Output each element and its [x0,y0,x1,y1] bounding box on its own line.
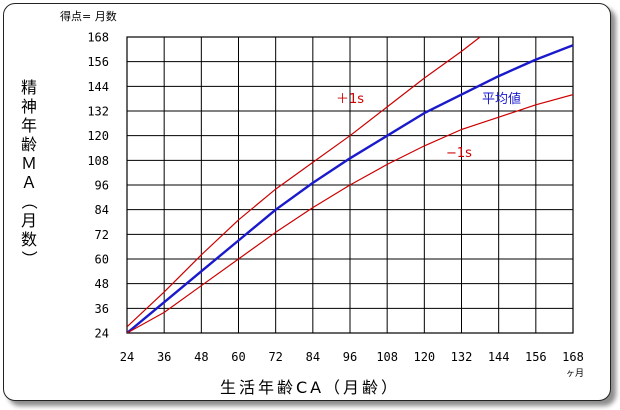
y-tick-label: 96 [95,179,109,193]
x-tick-label: 144 [488,350,510,364]
x-tick-label: 24 [120,350,134,364]
y-axis-label-char: Ａ [20,173,37,192]
y-tick-label: 120 [87,129,109,143]
series-line [127,94,573,333]
y-axis-label-char: ） [19,250,39,267]
x-tick-label: 60 [231,350,245,364]
x-tick-label: 132 [451,350,473,364]
x-axis-label: 生活年齢CA（月齢） [219,378,401,397]
x-tick-label: 48 [194,350,208,364]
x-tick-label: 108 [376,350,398,364]
y-tick-label: 60 [95,253,109,267]
y-tick-label: 156 [87,55,109,69]
y-axis-label-char: （ [19,193,39,210]
x-tick-label: 120 [413,350,435,364]
x-tick-label: 168 [562,350,584,364]
y-tick-label: 72 [95,228,109,242]
y-tick-label: 84 [95,203,109,217]
y-axis-label-char: 数 [20,230,37,249]
y-axis-label-char: 年 [20,116,37,135]
x-tick-label: 84 [306,350,320,364]
y-tick-label: 108 [87,154,109,168]
x-axis-unit: ヶ月 [566,369,585,379]
x-tick-label: 96 [343,350,357,364]
x-tick-label: 36 [157,350,171,364]
series-label: −1s [446,146,472,161]
series-line [127,44,573,333]
y-tick-label: 36 [95,302,109,316]
series-line [127,37,481,328]
series-label: ＋1s [336,92,364,107]
y-tick-label: 132 [87,105,109,119]
y-tick-label: 24 [95,327,109,341]
y-axis-label-char: 精 [20,78,37,97]
series-label: 平均値 [482,91,521,107]
y-axis-label-char: 月 [20,211,37,230]
x-tick-label: 72 [268,350,282,364]
y-axis-label-char: 齢 [20,135,37,154]
score-note: 得点= 月数 [60,10,117,23]
x-tick-label: 156 [525,350,547,364]
y-axis-label: 精神年齢 Ｍ Ａ （月数） [19,78,39,268]
y-tick-label: 48 [95,277,109,291]
y-tick-label: 144 [87,80,109,94]
y-axis-label-char: Ｍ [20,154,37,173]
y-tick-label: 168 [87,31,109,45]
y-axis-label-char: 神 [20,97,37,116]
